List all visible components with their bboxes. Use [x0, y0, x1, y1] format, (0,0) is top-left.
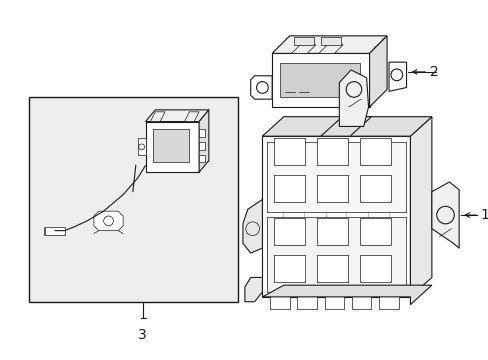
Bar: [153, 129, 189, 162]
Bar: [274, 255, 305, 282]
Polygon shape: [184, 112, 199, 122]
Bar: [267, 142, 405, 212]
Polygon shape: [262, 136, 409, 297]
Bar: [199, 155, 204, 162]
Bar: [379, 295, 398, 309]
Polygon shape: [291, 45, 315, 53]
Polygon shape: [262, 285, 431, 305]
Bar: [316, 255, 347, 282]
Bar: [199, 129, 204, 137]
Polygon shape: [388, 62, 406, 91]
Polygon shape: [293, 37, 313, 45]
Polygon shape: [272, 36, 386, 53]
Bar: [297, 295, 316, 309]
Bar: [359, 255, 390, 282]
Bar: [29, 97, 238, 302]
Polygon shape: [262, 117, 431, 136]
Polygon shape: [145, 110, 208, 122]
Bar: [279, 63, 359, 97]
Polygon shape: [45, 227, 64, 235]
Bar: [359, 138, 390, 165]
Bar: [274, 138, 305, 165]
Polygon shape: [199, 110, 208, 172]
Bar: [316, 175, 347, 202]
Text: 2: 2: [429, 65, 438, 79]
Polygon shape: [272, 53, 369, 107]
Bar: [359, 218, 390, 245]
Bar: [316, 218, 347, 245]
Polygon shape: [320, 37, 341, 45]
Polygon shape: [94, 211, 123, 231]
Text: 1: 1: [480, 208, 488, 222]
Bar: [267, 217, 405, 292]
Bar: [359, 175, 390, 202]
Bar: [270, 295, 289, 309]
Polygon shape: [369, 36, 386, 107]
Bar: [324, 295, 344, 309]
Bar: [351, 295, 371, 309]
Bar: [316, 138, 347, 165]
Bar: [274, 175, 305, 202]
Polygon shape: [138, 138, 145, 155]
Polygon shape: [431, 182, 458, 248]
Bar: [274, 218, 305, 245]
Polygon shape: [244, 278, 262, 302]
Bar: [199, 142, 204, 150]
Bar: [145, 122, 199, 172]
Polygon shape: [339, 70, 368, 126]
Polygon shape: [250, 76, 272, 99]
Polygon shape: [320, 117, 371, 136]
Text: 3: 3: [138, 328, 147, 342]
Polygon shape: [409, 117, 431, 297]
Polygon shape: [150, 112, 164, 122]
Polygon shape: [318, 45, 343, 53]
Polygon shape: [243, 199, 262, 253]
